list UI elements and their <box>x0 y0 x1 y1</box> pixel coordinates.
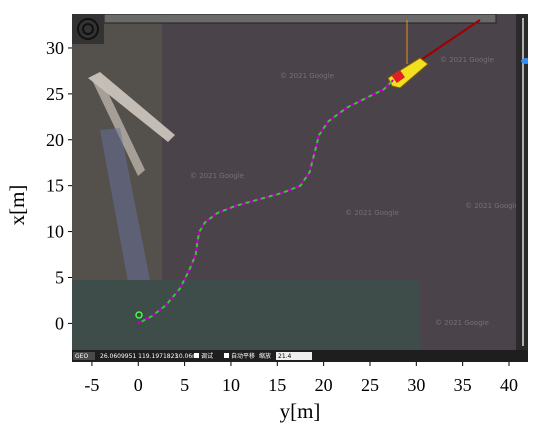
pier <box>88 72 175 142</box>
plot <box>137 79 394 325</box>
x-tick-label: 10 <box>222 375 240 395</box>
top-bar <box>103 14 497 24</box>
x-tick-label: 30 <box>407 375 425 395</box>
watermark: © 2021 Google <box>435 319 489 327</box>
scrollbar[interactable] <box>516 14 528 350</box>
trajectory <box>137 79 394 325</box>
watermark: © 2021 Google <box>345 209 399 217</box>
status-bar: GEO 26.0609951 119.1971823 10.06m 调试 自动平… <box>72 350 528 362</box>
y-tick-label: 5 <box>55 267 64 287</box>
mode-button[interactable] <box>73 352 95 360</box>
y-tick-label: 15 <box>46 176 64 196</box>
scroll-thumb[interactable] <box>521 58 531 64</box>
x-tick-label: 20 <box>315 375 333 395</box>
x-tick-label: 0 <box>134 375 143 395</box>
mode: GEO <box>75 353 88 360</box>
y-tick-label: 20 <box>46 130 64 150</box>
x-tick-label: -5 <box>84 375 99 395</box>
zoom: 21.4 <box>278 353 292 360</box>
watermark: © 2021 Google <box>465 202 519 210</box>
pier <box>92 76 145 176</box>
boat-dock <box>100 128 150 282</box>
watermark: © 2021 Google <box>440 56 494 64</box>
x-tick-label: 25 <box>361 375 379 395</box>
zoom-input[interactable] <box>276 352 312 360</box>
y-tick-label: 30 <box>46 38 64 58</box>
debug: 调试 <box>201 352 213 360</box>
trajectory <box>137 79 394 325</box>
x-axis-title: y[m] <box>280 399 321 423</box>
y-axis-title: x[m] <box>5 185 29 226</box>
boat-cabin <box>391 69 405 83</box>
map-view: © 2021 Google © 2021 Google © 2021 Googl… <box>72 14 531 350</box>
x-tick-label: 15 <box>268 375 286 395</box>
x-tick-label: 35 <box>454 375 472 395</box>
watermark: © 2021 Google <box>280 72 334 80</box>
watermark: © 2021 Google <box>190 172 244 180</box>
auto-pan: 自动平移 <box>231 352 255 360</box>
x-tick-label: 40 <box>500 375 518 395</box>
y-tick-label: 25 <box>46 84 64 104</box>
checkbox[interactable] <box>194 353 199 358</box>
zoom-label: 缩放 <box>259 352 271 360</box>
distance: 10.06m <box>175 353 198 360</box>
heading-line <box>414 19 481 65</box>
start-marker <box>135 311 143 319</box>
checkbox[interactable] <box>224 353 229 358</box>
x-tick-label: 5 <box>180 375 189 395</box>
coords: 26.0609951 119.1971823 <box>100 353 178 360</box>
map-tile <box>72 280 420 350</box>
y-tick-label: 0 <box>55 313 64 333</box>
y-tick-label: 10 <box>46 222 64 242</box>
compass <box>77 18 99 40</box>
compass <box>82 23 94 35</box>
